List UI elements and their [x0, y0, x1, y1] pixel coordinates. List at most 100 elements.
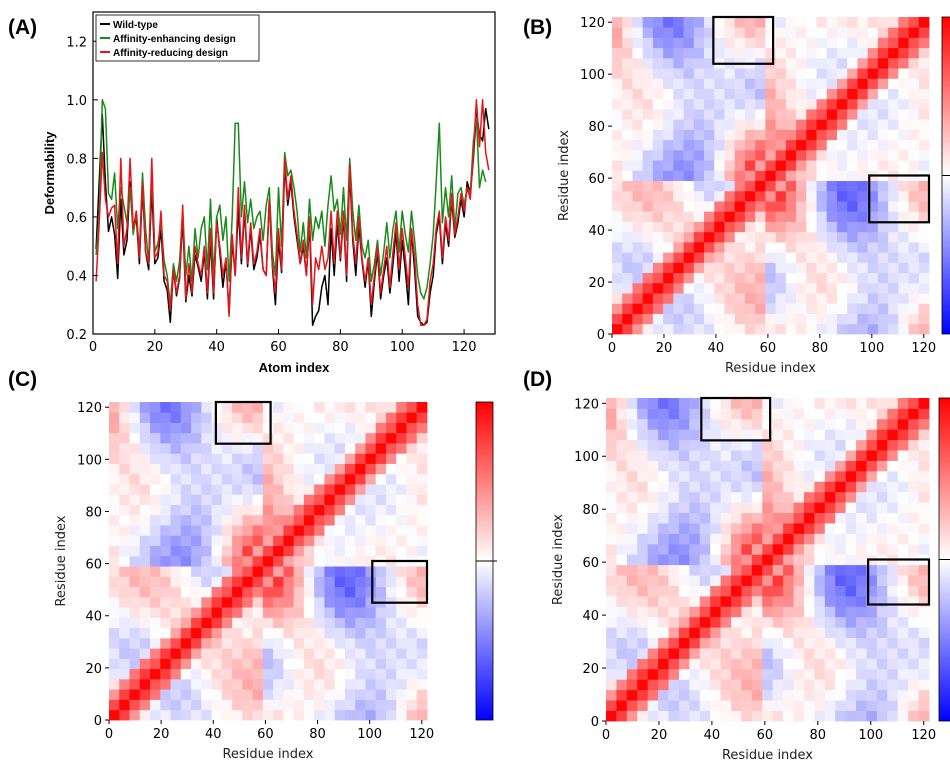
heatmap-cell — [689, 710, 701, 722]
heatmap-cell — [785, 313, 797, 325]
heatmap-cell — [898, 201, 909, 212]
heatmap-cell — [658, 470, 669, 482]
heatmap-cell — [720, 460, 732, 472]
heatmap-cell — [783, 648, 794, 659]
heatmap-cell — [699, 439, 711, 451]
heatmap-cell — [663, 139, 674, 151]
heatmap-cell — [689, 585, 701, 597]
heatmap-cell — [242, 422, 254, 434]
heatmap-cell — [668, 710, 680, 722]
heatmap-cell — [658, 668, 669, 680]
heatmap-cell — [647, 554, 659, 566]
heatmap-cell — [765, 160, 777, 171]
heatmap-cell — [416, 678, 428, 690]
heatmap-cell — [806, 160, 817, 171]
heatmap-cell — [109, 586, 120, 598]
x-tick-label: 40 — [208, 340, 225, 355]
heatmap-cell — [262, 709, 274, 721]
heatmap-cell — [816, 27, 828, 38]
heatmap-cell — [765, 109, 777, 120]
heatmap-cell — [416, 658, 428, 670]
heatmap-cell — [606, 585, 617, 597]
heatmap-cell — [375, 535, 387, 547]
heatmap-cell — [847, 303, 858, 314]
heatmap-cell — [824, 533, 836, 545]
heatmap-cell — [129, 699, 141, 711]
panel-label-b: (B) — [523, 16, 553, 39]
heatmap-cell — [612, 119, 623, 130]
heatmap-cell — [191, 484, 202, 495]
heatmap-cell — [109, 637, 120, 649]
heatmap-cell — [856, 700, 867, 711]
heatmap-cell — [396, 678, 407, 690]
heatmap-cell — [847, 231, 858, 243]
heatmap-cell — [731, 648, 742, 659]
heatmap-cell — [755, 221, 766, 233]
heatmap-cell — [314, 443, 325, 454]
heatmap-cell — [836, 241, 848, 253]
heatmap-cell — [693, 272, 705, 284]
heatmap-cell — [344, 545, 356, 557]
heatmap-cell — [867, 149, 879, 161]
heatmap-cell — [191, 504, 202, 516]
heatmap-cell — [918, 221, 930, 233]
heatmap-cell — [796, 47, 807, 59]
heatmap-cell — [160, 637, 171, 649]
heatmap-cell — [806, 323, 817, 335]
heatmap-cell — [793, 543, 805, 555]
heatmap-cell — [887, 679, 899, 691]
heatmap-cell — [191, 422, 202, 434]
heatmap-cell — [689, 616, 701, 628]
heatmap-cell — [119, 709, 130, 721]
heatmap-cell — [273, 637, 284, 649]
heatmap-cell — [273, 463, 284, 475]
heatmap-cell — [888, 88, 899, 100]
heatmap-cell — [888, 323, 899, 335]
heatmap-cell — [755, 98, 766, 110]
heatmap-cell — [765, 37, 777, 49]
heatmap-cell — [731, 627, 742, 639]
heatmap-cell — [836, 323, 848, 335]
heatmap-cell — [242, 453, 254, 464]
heatmap-cell — [835, 700, 847, 711]
heatmap-cell — [683, 170, 695, 182]
heatmap-cell — [293, 607, 305, 618]
heatmap-cell — [375, 566, 387, 577]
heatmap-cell — [720, 595, 732, 607]
heatmap-cell — [796, 119, 807, 130]
heatmap-cell — [699, 616, 711, 628]
heatmap-cell — [273, 658, 284, 670]
heatmap-cell — [772, 554, 784, 566]
heatmap-cell — [365, 596, 377, 608]
heatmap-cell — [765, 68, 777, 79]
heatmap-cell — [898, 47, 909, 59]
x-tick-label: 100 — [859, 341, 884, 356]
heatmap-cell — [751, 700, 763, 711]
heatmap-cell — [689, 470, 701, 482]
heatmap-cell — [720, 418, 732, 430]
heatmap-cell — [866, 418, 878, 430]
heatmap-cell — [755, 109, 766, 120]
heatmap-cell — [396, 648, 407, 659]
heatmap-cell — [293, 668, 305, 680]
heatmap-cell — [170, 443, 182, 454]
heatmap-cell — [160, 658, 171, 670]
heatmap-cell — [866, 616, 878, 628]
heatmap-cell — [762, 689, 774, 701]
heatmap-cell — [262, 658, 274, 670]
heatmap-cell — [835, 658, 847, 670]
heatmap-cell — [612, 27, 623, 38]
heatmap-cell — [119, 422, 130, 434]
heatmap-cell — [877, 272, 889, 284]
heatmap-cell — [888, 272, 899, 284]
heatmap-cell — [606, 450, 617, 461]
heatmap-cell — [191, 637, 202, 649]
heatmap-cell — [129, 535, 141, 547]
heatmap-cell — [908, 293, 920, 304]
heatmap-cell — [150, 453, 161, 464]
heatmap-cell — [918, 512, 930, 524]
heatmap-cell — [663, 241, 674, 253]
heatmap-cell — [908, 262, 920, 274]
heatmap-cell — [918, 668, 930, 680]
